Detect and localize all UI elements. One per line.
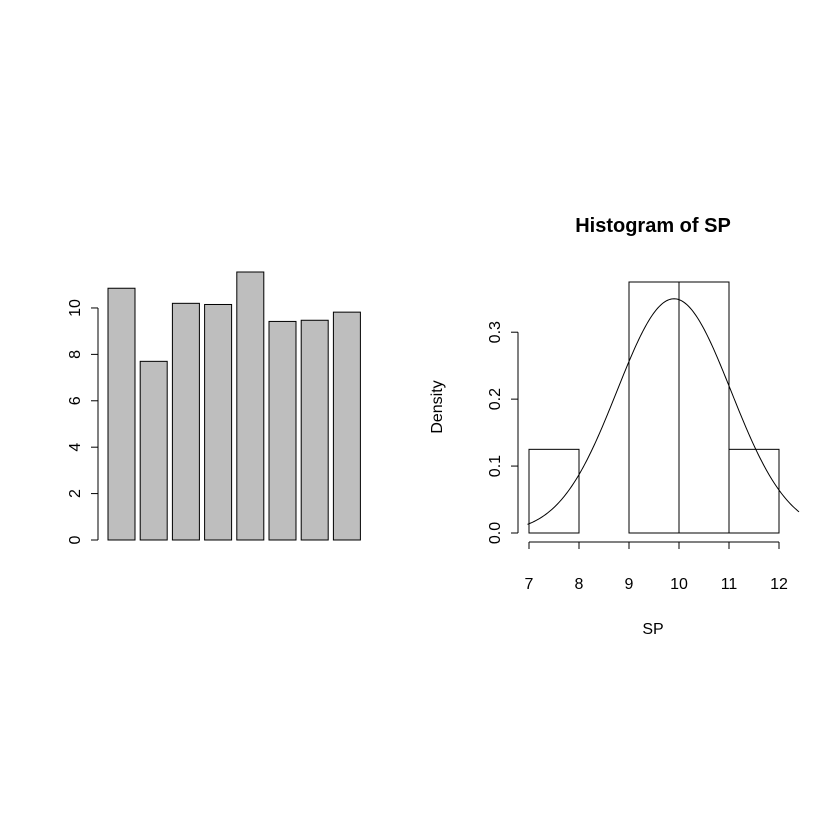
hist-y-tick-label: 0.1 xyxy=(487,455,504,477)
histogram-y-axis: 0.0 0.1 0.2 0.3 xyxy=(487,321,519,544)
hist-x-tick-label: 9 xyxy=(625,576,634,593)
bar-plot: 0 2 4 6 8 10 xyxy=(67,271,361,544)
bar-4 xyxy=(204,303,233,541)
histogram-bin-1 xyxy=(528,448,580,534)
hist-y-tick-label: 0.3 xyxy=(487,321,504,343)
bar-8 xyxy=(332,311,361,541)
bar-plot-y-axis: 0 2 4 6 8 10 xyxy=(67,299,99,544)
bar-y-tick-label: 6 xyxy=(67,396,84,405)
histogram-bins xyxy=(528,281,780,534)
bar-2 xyxy=(139,360,168,541)
hist-x-tick-label: 7 xyxy=(525,576,534,593)
bar-y-tick-label: 2 xyxy=(67,489,84,498)
bar-5 xyxy=(236,271,265,541)
density-curve xyxy=(527,298,800,525)
bar-plot-bars xyxy=(107,271,361,541)
bar-y-tick-label: 8 xyxy=(67,350,84,359)
hist-y-tick-label: 0.2 xyxy=(487,388,504,410)
histogram-bin-4 xyxy=(678,281,730,534)
bar-3 xyxy=(171,302,200,541)
histogram-x-label: SP xyxy=(642,621,663,638)
hist-x-tick-label: 12 xyxy=(770,576,788,593)
bar-y-tick-label: 4 xyxy=(67,443,84,452)
hist-x-tick-label: 8 xyxy=(575,576,584,593)
histogram-y-label: Density xyxy=(429,380,446,433)
bar-7 xyxy=(300,319,329,541)
hist-y-tick-label: 0.0 xyxy=(487,522,504,544)
bar-y-tick-label: 10 xyxy=(67,299,84,317)
hist-x-tick-label: 11 xyxy=(721,576,738,593)
histogram-bin-3 xyxy=(628,281,680,534)
histogram-x-axis: 7 8 9 10 11 12 xyxy=(525,541,788,593)
histogram-bin-5 xyxy=(728,448,780,534)
bar-y-tick-label: 0 xyxy=(67,535,84,544)
bar-1 xyxy=(107,287,136,541)
histogram-plot: Histogram of SP 7 8 9 10 11 12 0.0 0.1 0.2 0.3 S… xyxy=(429,215,800,638)
hist-x-tick-label: 10 xyxy=(670,576,688,593)
bar-6 xyxy=(268,320,297,541)
histogram-title: Histogram of SP xyxy=(575,215,731,237)
